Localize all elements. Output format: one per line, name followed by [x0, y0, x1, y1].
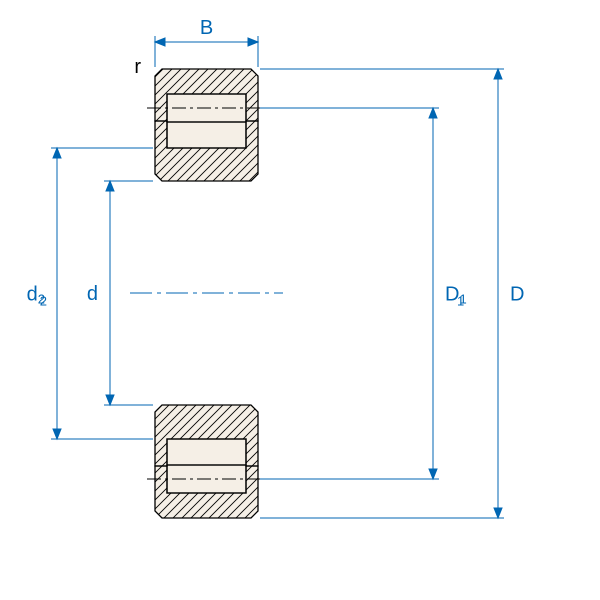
dim-label: d — [87, 283, 98, 305]
dim-label: D — [510, 284, 524, 306]
svg-text:2: 2 — [40, 294, 47, 309]
section-fill — [167, 439, 246, 465]
section-fill — [167, 122, 246, 148]
label-r: r — [134, 56, 141, 78]
dim-label: B — [200, 17, 213, 39]
svg-text:1: 1 — [457, 294, 464, 309]
